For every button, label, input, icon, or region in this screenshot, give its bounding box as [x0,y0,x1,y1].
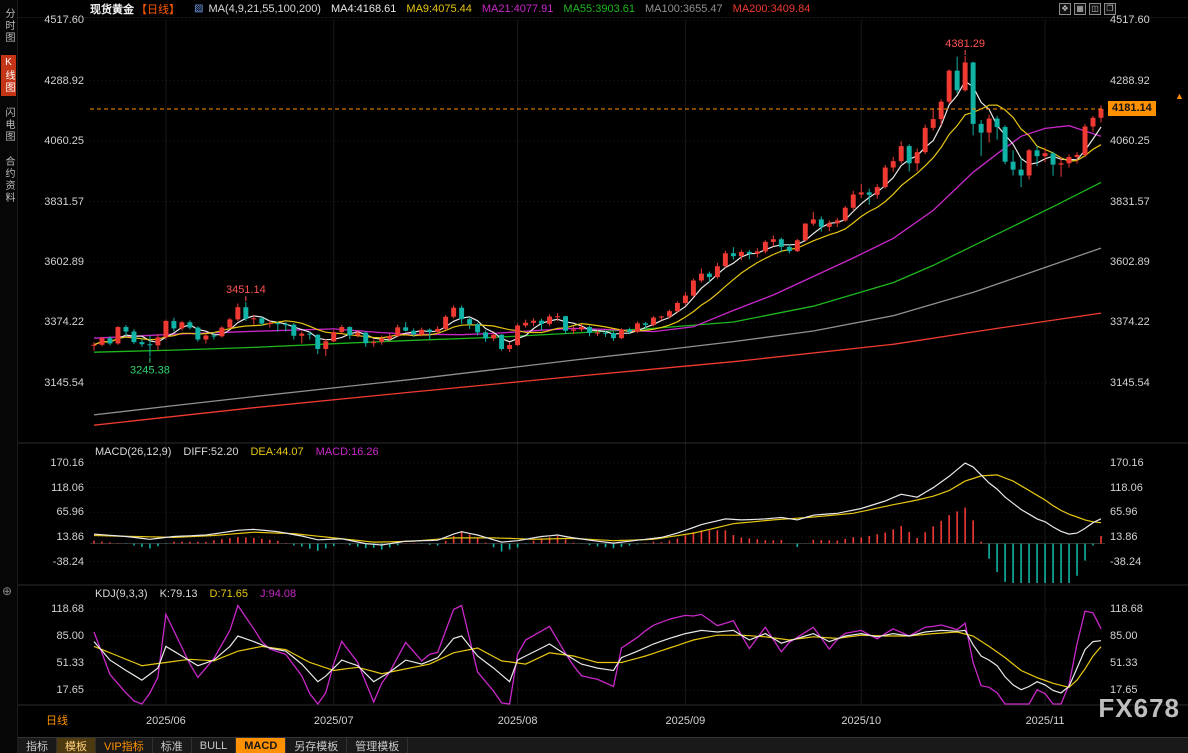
chart-main-area: 现货黄金 【日线】 ▨ MA(4,9,21,55,100,200) MA4:41… [18,0,1188,753]
crosshair-icon[interactable]: ⊕ [2,584,13,598]
toolbar-item-save-template[interactable]: 另存模板 [286,738,348,753]
kdj-axis-label: 51.33 [1110,656,1138,669]
rail-item-timeshare[interactable]: 分时图 [3,8,14,44]
macd-axis-label: 65.96 [1110,506,1138,519]
move-window-icon[interactable]: ✥ [1059,2,1071,15]
bottom-toolbar: 指标 模板 VIP指标 标准 BULL MACD 另存模板 管理模板 [18,737,1188,753]
price-axis-label: 3145.54 [44,377,84,389]
ma-value-5: MA200:3409.84 [732,2,811,15]
ma-value-2: MA21:4077.91 [481,2,554,15]
ma-value-3: MA55:3903.61 [563,2,635,15]
restore-window-icon[interactable]: ❐ [1104,2,1116,15]
macd-axis-label: 65.96 [56,506,84,519]
kdj-header-item: K:79.13 [159,588,198,600]
macd-axis-label: 13.86 [1110,531,1138,543]
price-axis-label: 4288.92 [44,74,84,87]
kdj-header-item: KDJ(9,3,3) [95,588,148,600]
indicator-icon[interactable]: ▨ [194,3,204,14]
price-annotation: 4381.29 [945,38,985,50]
rail-item-kline[interactable]: K线图 [1,55,16,96]
toolbar-item-templates[interactable]: 模板 [57,738,96,753]
x-axis-label: 2025/06 [146,715,186,727]
toolbar-item-macd[interactable]: MACD [236,738,287,753]
ma-settings-label: MA(4,9,21,55,100,200) [208,2,321,15]
x-axis-label: 2025/07 [313,715,354,727]
macd-axis-label: -38.24 [52,555,84,568]
price-axis-label: 3374.22 [44,316,84,329]
chart-canvas[interactable]: 3245.38 3451.14 4381.29 4517.60 4517.60 4288.… [18,14,1188,737]
toolbar-item-bull[interactable]: BULL [192,738,237,753]
price-axis-label: 3602.89 [1110,256,1150,268]
watermark: FX678 [1098,693,1180,723]
symbol-name: 现货黄金 [90,3,134,16]
kdj-header-item: D:71.65 [209,588,249,600]
grid-layout-icon[interactable]: ▦ [1074,2,1086,15]
rail-item-contract-info[interactable]: 合约资料 [3,156,14,204]
x-axis-label: 2025/09 [665,715,706,727]
macd-header-item: DIFF:52.20 [183,446,239,458]
price-axis-label: 3145.54 [1110,377,1150,389]
ma-value-4: MA100:3655.47 [644,2,723,15]
macd-axis-label: 170.16 [50,457,84,469]
kdj-axis-label: 118.68 [51,603,84,615]
price-axis-label: 4288.92 [1110,74,1150,87]
split-window-icon[interactable]: ◫ [1089,2,1101,15]
x-axis-label: 2025/08 [497,715,538,727]
toolbar-item-vip-indicators[interactable]: VIP指标 [96,738,153,753]
price-axis-label: 3374.22 [1110,316,1150,329]
price-annotation: 3245.38 [130,365,170,377]
current-price-badge: 4181.14 [1108,101,1156,117]
macd-header: MACD(26,12,9) DIFF:52.20 DEA:44.07 MACD:16.… [95,446,391,459]
price-axis-label: 3831.57 [1110,195,1150,208]
kdj-header: KDJ(9,3,3) K:79.13 D:71.65 J:94.08 [95,588,308,601]
macd-header-item: DEA:44.07 [250,446,304,458]
macd-axis-label: 118.06 [1110,481,1143,494]
kdj-axis-label: 85.00 [56,630,84,642]
ma-value-1: MA9:4075.44 [406,2,472,15]
period-label: 【日线】 [136,3,180,16]
latest-arrow-icon[interactable]: ▲ [1175,91,1184,102]
x-axis-label: 2025/10 [841,715,882,727]
toolbar-item-indicators[interactable]: 指标 [18,738,57,753]
macd-axis-label: 118.06 [51,481,84,494]
kdj-axis-label: 85.00 [1110,630,1138,642]
left-rail: 分时图 K线图 闪电图 合约资料 ⊕ [0,0,18,753]
kdj-axis-label: 17.65 [1110,684,1138,696]
kdj-header-item: J:94.08 [260,588,297,600]
kdj-axis-label: 17.65 [56,684,84,696]
ma-values-row: MA4:4168.61 MA9:4075.44 MA21:4077.91 MA55:3… [331,3,820,15]
macd-axis-label: 170.16 [1110,457,1144,469]
rail-item-lightning[interactable]: 闪电图 [3,107,14,143]
price-axis-label: 4060.25 [1110,134,1150,147]
macd-axis-label: -38.24 [1110,555,1142,568]
toolbar-item-standard[interactable]: 标准 [153,738,192,753]
price-axis-label: 4517.60 [44,14,84,26]
macd-header-item: MACD:16.26 [315,446,379,458]
window-controls: ✥ ▦ ◫ ❐ [1059,2,1116,15]
period-tab-daily[interactable]: 日线 [46,715,68,727]
kdj-axis-label: 51.33 [56,656,84,669]
chart-header: 现货黄金 【日线】 ▨ MA(4,9,21,55,100,200) MA4:41… [18,0,1188,18]
macd-header-item: MACD(26,12,9) [95,446,172,458]
price-axis-label: 3831.57 [44,195,84,208]
price-annotation: 3451.14 [226,284,266,296]
candlestick-chart[interactable]: 3245.38 3451.14 4381.29 [18,18,1188,737]
macd-axis-label: 13.86 [56,531,84,543]
x-axis-label: 2025/11 [1025,715,1065,727]
ma-value-0: MA4:4168.61 [330,2,397,15]
price-axis-label: 4517.60 [1110,14,1150,26]
kdj-axis-label: 118.68 [1110,603,1143,615]
price-axis-label: 4060.25 [44,134,84,147]
price-axis-label: 3602.89 [44,256,84,268]
toolbar-item-manage-template[interactable]: 管理模板 [347,738,409,753]
